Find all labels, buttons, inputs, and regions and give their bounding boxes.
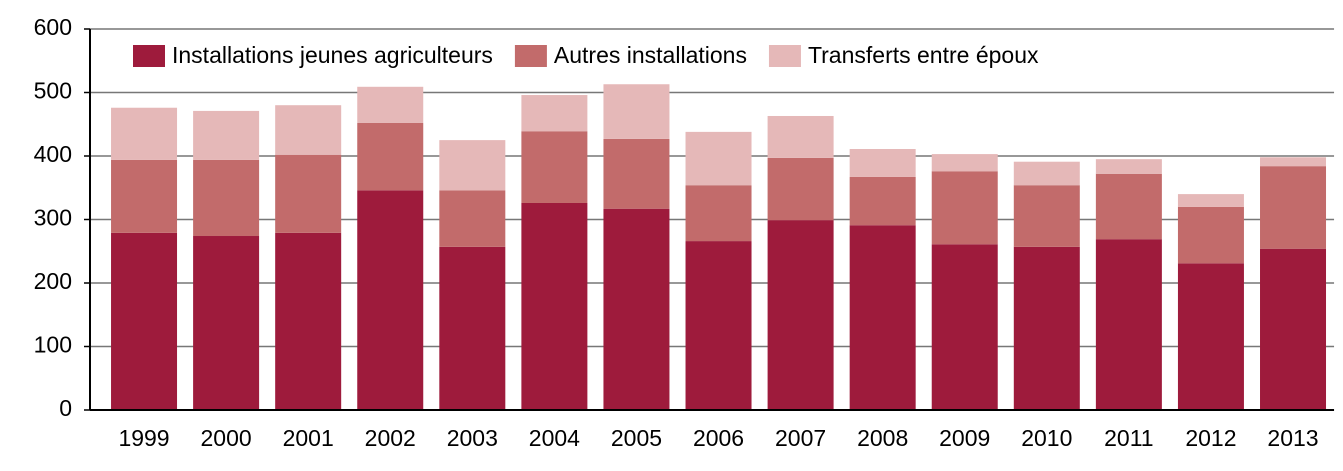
- bar-segment: [1260, 166, 1327, 249]
- x-tick-label: 2009: [939, 425, 990, 451]
- bar-segment: [849, 176, 916, 226]
- x-tick-label: 2010: [1021, 425, 1072, 451]
- bar-segment: [931, 154, 998, 172]
- y-tick-label: 600: [34, 14, 72, 40]
- bar-segment: [767, 115, 834, 158]
- x-tick-label: 2005: [611, 425, 662, 451]
- bar-segment: [275, 154, 342, 233]
- bar-segment: [1013, 161, 1080, 186]
- bar-segment: [685, 185, 752, 242]
- bar-segment: [603, 208, 670, 410]
- bar-segment: [849, 149, 916, 177]
- bar-segment: [1177, 263, 1244, 410]
- x-tick-label: 2011: [1104, 425, 1153, 451]
- y-tick-label: 0: [59, 395, 72, 421]
- bar-segment: [193, 110, 260, 160]
- bar-segment: [1013, 185, 1080, 247]
- bar-segment: [521, 95, 588, 132]
- bar-segment: [1095, 159, 1162, 174]
- bar-segment: [1013, 246, 1080, 410]
- x-tick-label: 2012: [1185, 425, 1236, 451]
- x-tick-label: 2007: [775, 425, 826, 451]
- x-tick-label: 2001: [283, 425, 334, 451]
- y-tick-label: 200: [34, 268, 72, 294]
- bar-segment: [1260, 248, 1327, 410]
- bar-segment: [111, 232, 178, 410]
- bar-segment: [521, 202, 588, 410]
- bar-segment: [439, 140, 506, 191]
- bar-segment: [931, 171, 998, 245]
- bar-segment: [1095, 173, 1162, 240]
- bar-segment: [193, 159, 260, 237]
- y-tick-label: 100: [34, 332, 72, 358]
- bar-segment: [685, 241, 752, 410]
- bar-segment: [439, 246, 506, 410]
- legend-label: Autres installations: [554, 42, 747, 68]
- y-tick-label: 400: [34, 141, 72, 167]
- bar-segment: [357, 122, 424, 191]
- y-tick-label: 300: [34, 205, 72, 231]
- y-tick-label: 500: [34, 78, 72, 104]
- x-tick-label: 2000: [201, 425, 252, 451]
- bar-segment: [849, 225, 916, 410]
- bar-segment: [603, 138, 670, 209]
- x-tick-label: 1999: [118, 425, 169, 451]
- bar-segment: [275, 232, 342, 410]
- bar-segment: [1177, 194, 1244, 207]
- bar-segment: [193, 236, 260, 410]
- x-tick-label: 2006: [693, 425, 744, 451]
- bar-segment: [439, 190, 506, 247]
- bar-segment: [685, 131, 752, 186]
- x-tick-label: 2004: [529, 425, 580, 451]
- x-tick-label: 2002: [365, 425, 416, 451]
- legend-swatch: [133, 45, 165, 67]
- bar-segment: [357, 190, 424, 410]
- bar-segment: [275, 105, 342, 155]
- bar-segment: [521, 131, 588, 203]
- bar-segment: [1260, 157, 1327, 167]
- legend-label: Installations jeunes agriculteurs: [172, 42, 493, 68]
- bar-segment: [111, 107, 178, 160]
- x-tick-label: 2008: [857, 425, 908, 451]
- bar-segment: [357, 86, 424, 123]
- bar-segment: [767, 157, 834, 221]
- bar-segment: [931, 244, 998, 410]
- x-tick-label: 2013: [1267, 425, 1318, 451]
- bar-segment: [1095, 239, 1162, 410]
- legend-swatch: [514, 45, 547, 67]
- legend-label: Transferts entre époux: [808, 42, 1039, 68]
- bar-segment: [111, 159, 178, 233]
- legend-swatch: [768, 45, 801, 67]
- x-tick-label: 2003: [447, 425, 498, 451]
- bar-segment: [603, 84, 670, 139]
- bar-segment: [1177, 206, 1244, 264]
- bar-segment: [767, 220, 834, 410]
